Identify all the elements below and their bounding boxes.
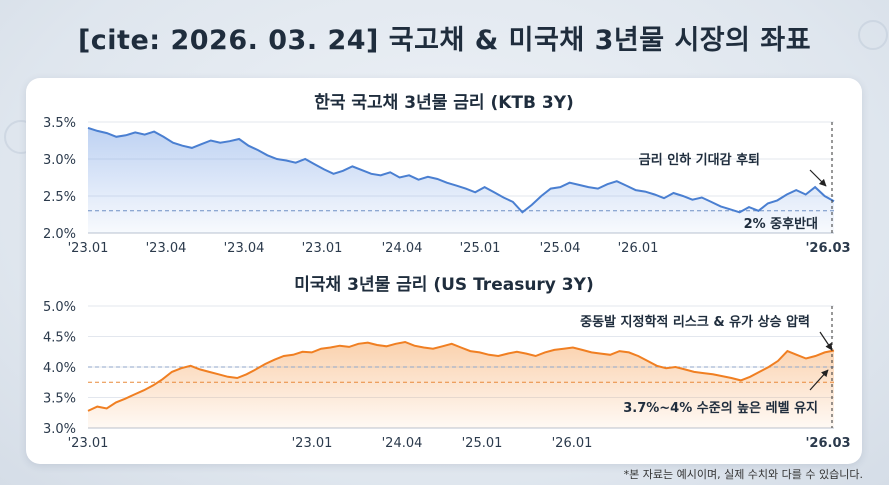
y-tick-label: 4.0% bbox=[43, 361, 76, 376]
chart-canvas: 한국 국고채 3년물 금리 (KTB 3Y) 3.5%3.0%2.5%2.0%'… bbox=[43, 93, 851, 451]
x-tick-label: '23.01 bbox=[68, 241, 109, 256]
y-tick-label: 4.5% bbox=[43, 331, 76, 346]
y-tick-label: 3.5% bbox=[43, 116, 76, 131]
x-tick-label: '25.01 bbox=[462, 436, 503, 451]
ktb-area bbox=[88, 127, 834, 233]
footnote: *본 자료는 예시이며, 실제 수치와 다를 수 있습니다. bbox=[623, 468, 863, 481]
x-tick-label: '24.04 bbox=[382, 241, 423, 256]
decor-coin bbox=[858, 20, 888, 50]
y-tick-label: 2.5% bbox=[43, 190, 76, 205]
ktb-annotation-level: 2% 중후반대 bbox=[744, 216, 818, 232]
x-tick-label: '25.01 bbox=[460, 241, 501, 256]
y-tick-label: 3.0% bbox=[43, 153, 76, 168]
ust-annotation-level: 3.7%~4% 수준의 높은 레벨 유지 bbox=[623, 400, 818, 416]
ust-annotation-arrow-bottom bbox=[809, 369, 829, 391]
ust-annotation-risk: 중동발 지정학적 리스크 & 유가 상승 압력 bbox=[580, 314, 810, 330]
x-tick-label: '23.01 bbox=[302, 241, 343, 256]
x-tick-label: '23.04 bbox=[146, 241, 187, 256]
x-tick-label: '23.01 bbox=[292, 436, 333, 451]
x-tick-label: '23.01 bbox=[68, 436, 109, 451]
y-tick-label: 2.0% bbox=[43, 227, 76, 242]
ust-series-line bbox=[87, 340, 835, 412]
page-title: [cite: 2026. 03. 24] 국고채 & 미국채 3년물 시장의 좌… bbox=[77, 25, 812, 56]
y-tick-label: 5.0% bbox=[43, 300, 76, 315]
y-tick-label: 3.0% bbox=[43, 422, 76, 437]
x-tick-label: '24.04 bbox=[382, 436, 423, 451]
x-tick-label: '25.04 bbox=[540, 241, 581, 256]
ust-chart-title: 미국채 3년물 금리 (US Treasury 3Y) bbox=[294, 275, 593, 295]
ktb-series-line bbox=[87, 126, 835, 214]
ktb-chart-title: 한국 국고채 3년물 금리 (KTB 3Y) bbox=[314, 93, 574, 113]
x-tick-label: '23.04 bbox=[224, 241, 265, 256]
ust-area bbox=[88, 342, 834, 428]
chart-card: 한국 국고채 3년물 금리 (KTB 3Y) 3.5% 3.0% 2.5% 2.0% '… bbox=[26, 78, 862, 464]
ktb-annotation-expectation: 금리 인하 기대감 후퇴 bbox=[639, 152, 760, 168]
y-tick-label: 3.5% bbox=[43, 392, 76, 407]
x-tick-label: '26.03 bbox=[805, 241, 850, 256]
x-tick-label: '26.01 bbox=[618, 241, 659, 256]
ktb-annotation-arrow bbox=[809, 169, 827, 187]
x-tick-label: '26.03 bbox=[805, 436, 850, 451]
x-tick-label: '26.01 bbox=[552, 436, 593, 451]
ust-annotation-arrow-top bbox=[819, 331, 833, 351]
